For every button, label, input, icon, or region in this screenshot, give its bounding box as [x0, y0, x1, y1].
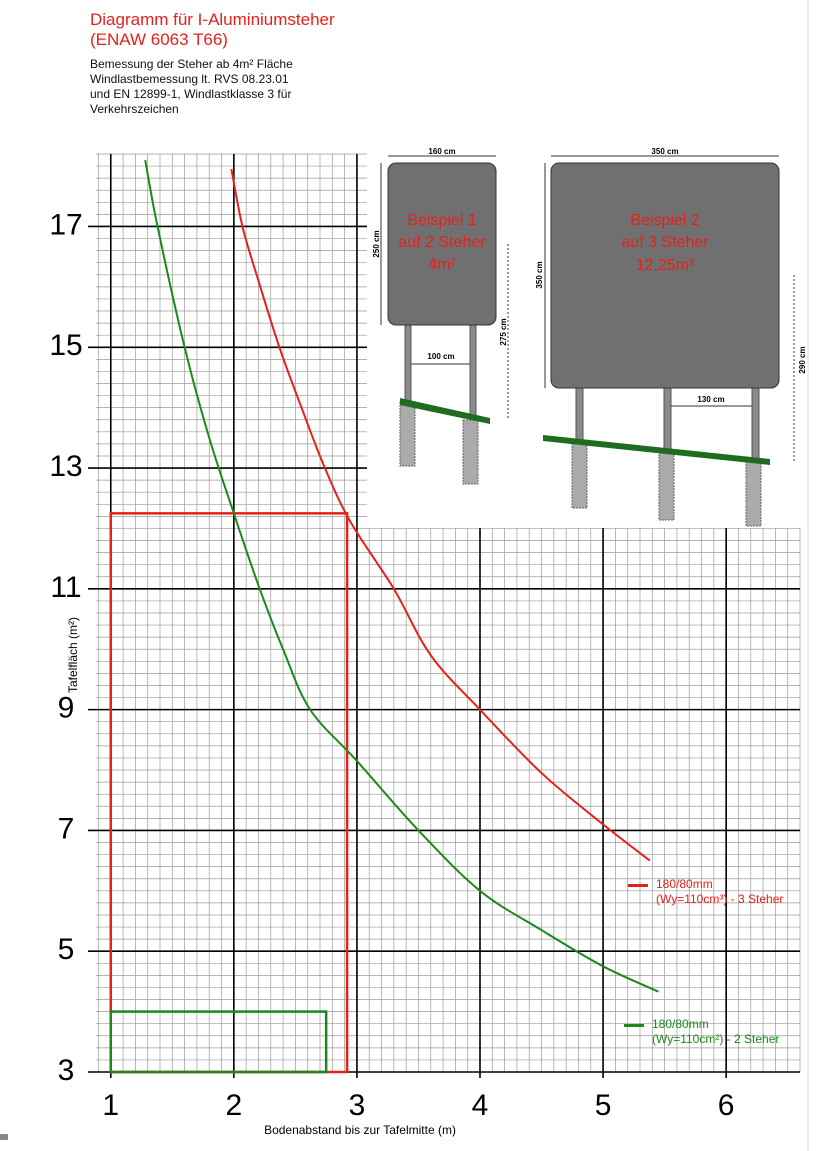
dimension-label: 130 cm — [697, 395, 724, 404]
foundation — [462, 419, 479, 485]
post — [469, 324, 477, 421]
post — [575, 387, 584, 441]
dimension-label: 100 cm — [427, 352, 454, 361]
example-label: 4m² — [428, 256, 456, 273]
y-tick-label: 5 — [58, 933, 75, 966]
ground — [543, 435, 770, 465]
x-tick-label: 2 — [226, 1089, 243, 1122]
post — [404, 324, 412, 406]
y-tick-label: 15 — [49, 329, 82, 362]
example-2: 350 cm 350 cm 290 cm 130 cm Beispiel 2 a… — [535, 147, 807, 527]
foundation — [571, 441, 588, 509]
legend-swatch — [628, 884, 648, 887]
foundation — [658, 451, 675, 521]
dimension-label: 350 cm — [651, 147, 678, 156]
y-tick-label: 13 — [49, 450, 82, 483]
y-tick-label: 17 — [49, 208, 82, 241]
dimension-label: 250 cm — [372, 230, 381, 257]
chart-title: Diagramm für I-Aluminiumsteher (ENAW 606… — [90, 10, 335, 49]
example-label: Beispiel 1 — [407, 212, 476, 229]
post — [663, 387, 672, 451]
y-tick-label: 3 — [58, 1054, 75, 1087]
y-tick-label: 11 — [50, 571, 81, 604]
foundation — [399, 401, 416, 467]
dimension-label: 350 cm — [535, 261, 544, 288]
x-axis-label: Bodenabstand bis zur Tafelmitte (m) — [264, 1123, 456, 1137]
legend-swatch — [624, 1024, 644, 1027]
sign-board — [387, 162, 497, 326]
example-label: auf 3 Steher — [621, 234, 709, 251]
example-label: auf 2 Steher — [398, 234, 486, 251]
dimension-label: 275 cm — [499, 318, 508, 345]
plot — [109, 159, 659, 1074]
post — [751, 387, 760, 459]
dimension-label: 290 cm — [798, 346, 807, 373]
example-label: Beispiel 2 — [630, 212, 699, 229]
y-tick-label: 9 — [58, 692, 75, 725]
x-tick-label: 1 — [102, 1089, 119, 1122]
example-label: 12,25m² — [636, 257, 695, 274]
y-axis-label: Tafelfläch (m²) — [66, 617, 80, 693]
y-tick-label: 7 — [58, 812, 75, 845]
chart-subtitle: Bemessung der Steher ab 4m² Fläche Windl… — [90, 57, 293, 116]
example-1: 160 cm 250 cm 275 cm 100 cm Beispiel 1 a… — [372, 147, 509, 485]
foundation — [745, 459, 762, 527]
legend-label: 180/80mm (Wy=110cm²) - 2 Steher — [652, 1017, 780, 1046]
dimension-label: 160 cm — [428, 147, 455, 156]
example-box — [109, 512, 349, 1074]
sign-board — [550, 162, 780, 389]
x-tick-label: 6 — [718, 1089, 735, 1122]
example-box — [109, 1010, 328, 1074]
series-line — [230, 168, 651, 862]
legend-label: 180/80mm (Wy=110cm³) - 3 Steher — [656, 877, 784, 906]
series-line — [144, 159, 659, 993]
corner-mark — [0, 1134, 8, 1140]
x-tick-label: 3 — [349, 1089, 366, 1122]
ground — [400, 398, 490, 424]
x-tick-label: 5 — [595, 1089, 612, 1122]
x-tick-label: 4 — [472, 1089, 489, 1122]
